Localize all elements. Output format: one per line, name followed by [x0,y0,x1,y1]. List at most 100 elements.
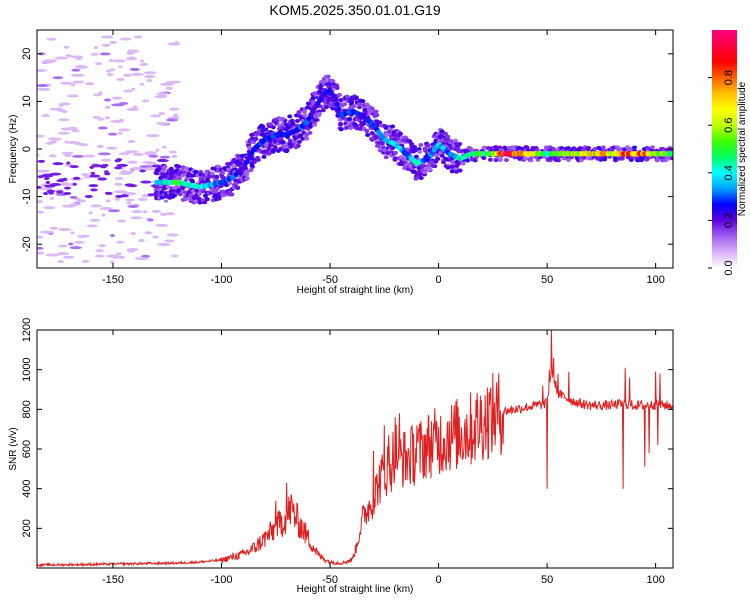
ridge-halo-cell [296,139,302,144]
ridge-halo-cell [396,140,402,145]
noise-cell [46,189,56,193]
noise-cell [104,116,110,120]
noise-cell [66,161,71,165]
noise-cell [43,176,50,180]
noise-cell [109,40,117,44]
ridge-halo-cell [465,158,471,163]
snr-y-tick-label: 600 [21,440,33,458]
noise-cell [99,207,113,211]
noise-cell [157,243,171,247]
ridge-halo-cell [162,164,168,169]
noise-cell [49,196,55,200]
spectrogram-x-tick-label: 50 [541,274,553,286]
ridge-halo-cell [204,197,210,202]
ridge-halo-cell [351,104,357,109]
noise-cell [123,89,133,93]
ridge-halo-cell [429,159,435,164]
noise-cell [144,151,157,155]
ridge-halo-cell [337,92,343,97]
noise-cell [148,154,159,158]
noise-cell [151,209,162,213]
ridge-halo-cell [210,166,216,171]
noise-cell [166,233,179,237]
noise-cell [101,35,114,39]
ridge-halo-cell [403,135,409,140]
ridge-halo-cell [248,168,254,173]
ridge-halo-cell [364,129,370,134]
noise-cell [57,260,65,264]
noise-cell [72,182,77,186]
noise-cell [115,158,123,162]
ridge-halo-cell [294,119,300,124]
ridge-halo-cell [160,168,166,173]
noise-cell [116,240,125,244]
noise-cell [64,154,72,158]
snr-marks [37,330,673,568]
noise-cell [49,107,63,111]
noise-cell [106,146,118,150]
noise-cell [64,186,71,190]
noise-cell [97,152,111,156]
ridge-halo-cell [229,192,235,197]
noise-cell [76,199,87,203]
ridge-halo-cell [565,157,571,162]
noise-cell [89,218,101,222]
noise-cell [71,68,81,72]
ridge-halo-cell [177,176,183,181]
noise-cell [37,175,44,179]
noise-cell [105,191,110,195]
ridge-halo-cell [543,145,549,150]
ridge-halo-cell [287,114,293,119]
noise-cell [86,224,98,228]
spectrogram-y-tick-label: 0 [21,146,33,152]
noise-cell [131,210,143,214]
noise-cell [165,86,173,90]
noise-cell [56,179,65,183]
noise-cell [54,56,68,60]
noise-cell [72,176,81,180]
ridge-halo-cell [418,142,424,147]
ridge-halo-cell [585,147,591,152]
ridge-halo-cell [555,155,561,160]
noise-cell [108,132,118,136]
ridge-halo-cell [310,95,316,100]
noise-cell [159,155,171,159]
noise-cell [127,249,135,253]
noise-cell [91,164,103,168]
snr-y-tick-label: 200 [21,519,33,537]
ridge-halo-cell [342,102,348,107]
ridge-halo-cell [497,156,503,161]
colorbar-ticks: 0.0 0.2 0.4 0.6 0.8 [708,70,735,276]
noise-cell [139,165,154,169]
noise-cell [89,174,101,178]
ridge-halo-cell [246,145,252,150]
ridge-halo-cell [439,153,445,158]
noise-cell [114,182,123,186]
spectrogram-x-tick-label: -50 [322,274,338,286]
spectrogram-y-tick-label: 20 [21,48,33,60]
ridge-halo-cell [344,94,350,99]
noise-cell [71,129,80,133]
noise-cell [164,239,175,243]
ridge-halo-cell [379,141,385,146]
ridge-halo-cell [180,185,186,190]
noise-cell [37,84,49,88]
ridge-halo-cell [251,159,257,164]
noise-cell [156,92,168,96]
noise-cell [109,233,115,237]
noise-cell [144,75,156,79]
noise-cell [110,68,116,72]
noise-cell [101,213,106,217]
ridge-halo-cell [263,127,269,132]
noise-cell [84,194,93,198]
ridge-halo-cell [592,146,598,151]
noise-cell [49,182,62,186]
ridge-cell [336,106,342,112]
ridge-halo-cell [418,175,424,180]
noise-cell [119,152,130,156]
spectrogram-x-tick-label: -100 [210,274,232,286]
ridge-halo-cell [298,133,304,138]
ridge-halo-cell [425,143,431,148]
noise-cell [108,59,114,63]
noise-cell [68,242,74,246]
